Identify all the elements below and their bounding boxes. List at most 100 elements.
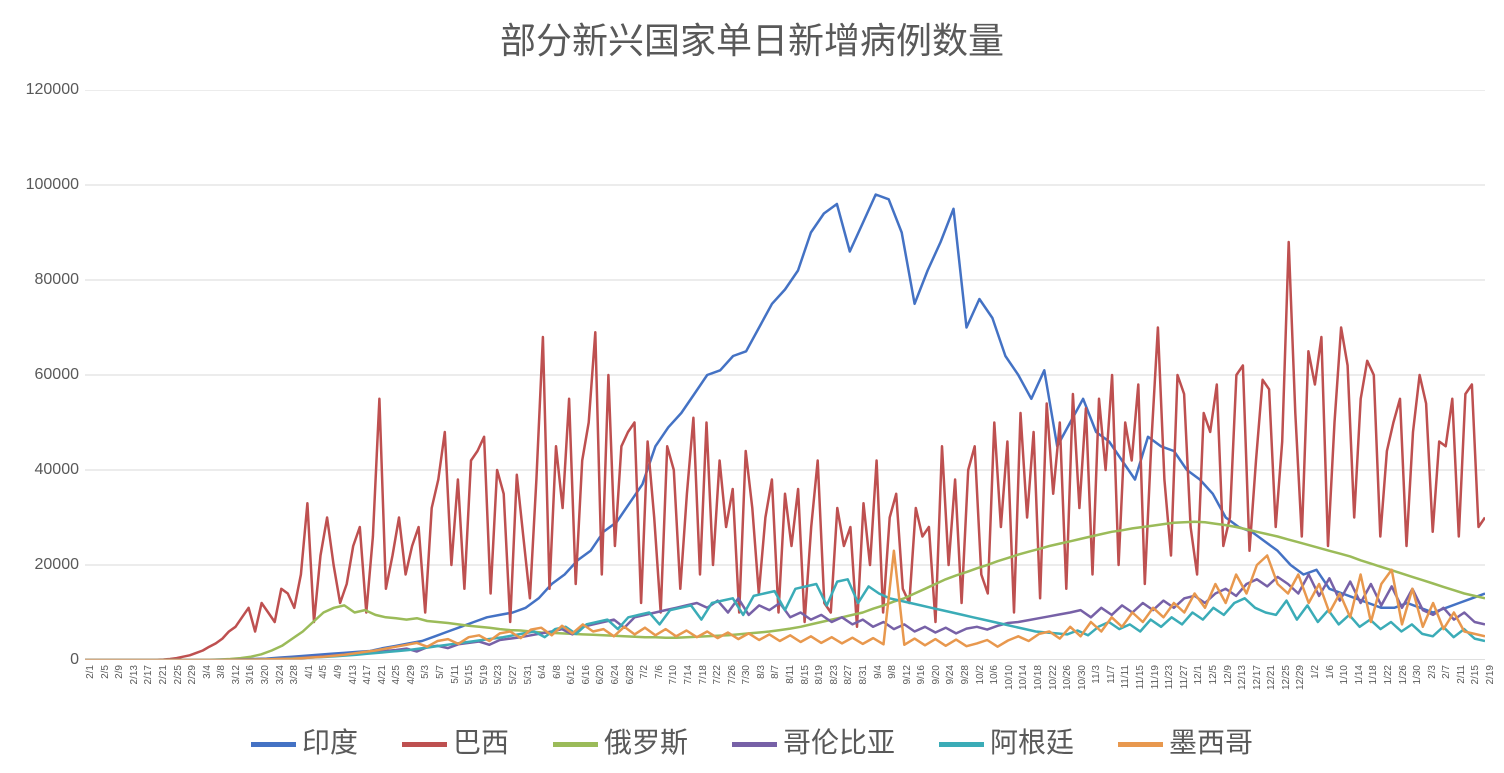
x-tick-label: 9/12 [902,665,913,684]
series-哥伦比亚 [85,575,1485,661]
x-tick-label: 2/3 [1427,665,1438,679]
legend-item: 印度 [251,721,358,761]
y-tick-label: 80000 [35,271,80,289]
x-tick-label: 11/3 [1091,665,1102,684]
x-tick-label: 8/15 [800,665,811,684]
x-tick-label: 6/24 [610,665,621,684]
y-tick-label: 40000 [35,461,80,479]
legend-label: 印度 [302,727,358,758]
x-tick-label: 1/6 [1325,665,1336,679]
x-tick-label: 7/2 [639,665,650,679]
x-tick-label: 6/20 [595,665,606,684]
x-tick-label: 8/31 [858,665,869,684]
x-tick-label: 4/5 [318,665,329,679]
series-阿根廷 [85,579,1485,660]
legend-swatch [251,742,296,747]
x-tick-label: 4/21 [377,665,388,684]
x-tick-label: 2/19 [1485,665,1496,684]
x-tick-label: 2/21 [158,665,169,684]
x-tick-label: 10/26 [1062,665,1073,690]
x-tick-label: 12/1 [1193,665,1204,684]
x-tick-label: 1/14 [1354,665,1365,684]
x-tick-label: 10/18 [1033,665,1044,690]
x-tick-label: 7/22 [712,665,723,684]
series-巴西 [85,242,1485,660]
x-tick-label: 3/20 [260,665,271,684]
series-印度 [85,195,1485,661]
x-tick-label: 5/31 [523,665,534,684]
x-tick-label: 1/18 [1368,665,1379,684]
x-tick-label: 3/24 [275,665,286,684]
x-tick-label: 2/5 [100,665,111,679]
x-tick-label: 11/11 [1120,665,1131,689]
x-tick-label: 8/19 [814,665,825,684]
legend-label: 巴西 [453,727,509,758]
x-tick-label: 7/26 [727,665,738,684]
x-tick-label: 1/30 [1412,665,1423,684]
x-tick-label: 1/2 [1310,665,1321,679]
x-tick-label: 10/30 [1077,665,1088,690]
x-tick-label: 12/13 [1237,665,1248,690]
x-tick-label: 10/14 [1018,665,1029,690]
x-tick-label: 3/8 [216,665,227,679]
y-tick-label: 20000 [35,556,80,574]
x-tick-label: 2/13 [129,665,140,684]
legend-swatch [1118,742,1163,747]
x-tick-label: 4/9 [333,665,344,679]
y-tick-label: 60000 [35,366,80,384]
legend-item: 阿根廷 [939,721,1074,761]
legend-label: 墨西哥 [1169,727,1253,758]
x-tick-label: 5/7 [435,665,446,679]
x-tick-label: 2/9 [114,665,125,679]
legend-swatch [402,742,447,747]
series-lines [85,195,1485,661]
x-tick-label: 10/2 [975,665,986,684]
y-tick-label: 100000 [26,176,79,194]
x-tick-label: 7/6 [654,665,665,679]
legend-item: 俄罗斯 [553,721,688,761]
x-tick-label: 5/19 [479,665,490,684]
x-tick-label: 3/12 [231,665,242,684]
x-tick-label: 1/26 [1398,665,1409,684]
x-tick-label: 7/10 [668,665,679,684]
x-tick-label: 4/29 [406,665,417,684]
x-tick-label: 10/22 [1048,665,1059,690]
x-tick-label: 2/25 [173,665,184,684]
y-tick-label: 0 [70,651,79,669]
x-tick-label: 7/14 [683,665,694,684]
legend-item: 哥伦比亚 [732,721,895,761]
x-tick-label: 2/11 [1456,665,1467,684]
x-tick-label: 2/15 [1470,665,1481,684]
x-tick-label: 5/27 [508,665,519,684]
x-tick-label: 4/13 [348,665,359,684]
chart-svg [85,90,1485,660]
x-tick-label: 8/23 [829,665,840,684]
x-tick-label: 10/6 [989,665,1000,684]
x-tick-label: 10/10 [1004,665,1015,690]
x-tick-label: 12/17 [1252,665,1263,690]
x-tick-label: 3/4 [202,665,213,679]
x-tick-label: 11/27 [1179,665,1190,689]
x-tick-label: 1/22 [1383,665,1394,684]
x-tick-label: 9/20 [931,665,942,684]
legend-label: 俄罗斯 [604,727,688,758]
x-tick-label: 5/3 [420,665,431,679]
legend-swatch [553,742,598,747]
x-tick-label: 6/8 [552,665,563,679]
x-tick-label: 9/4 [873,665,884,679]
x-tick-label: 11/23 [1164,665,1175,689]
x-tick-label: 3/28 [289,665,300,684]
x-tick-label: 2/17 [143,665,154,684]
x-tick-label: 9/8 [887,665,898,679]
x-tick-label: 12/21 [1266,665,1277,690]
x-tick-label: 6/28 [625,665,636,684]
x-tick-label: 3/16 [245,665,256,684]
x-tick-label: 4/1 [304,665,315,679]
x-tick-label: 8/3 [756,665,767,679]
x-axis-labels: 2/12/52/92/132/172/212/252/293/43/83/123… [85,665,1485,705]
x-tick-label: 12/9 [1223,665,1234,684]
x-tick-label: 6/16 [581,665,592,684]
x-tick-label: 7/30 [741,665,752,684]
x-tick-label: 12/25 [1281,665,1292,690]
legend-item: 巴西 [402,721,509,761]
